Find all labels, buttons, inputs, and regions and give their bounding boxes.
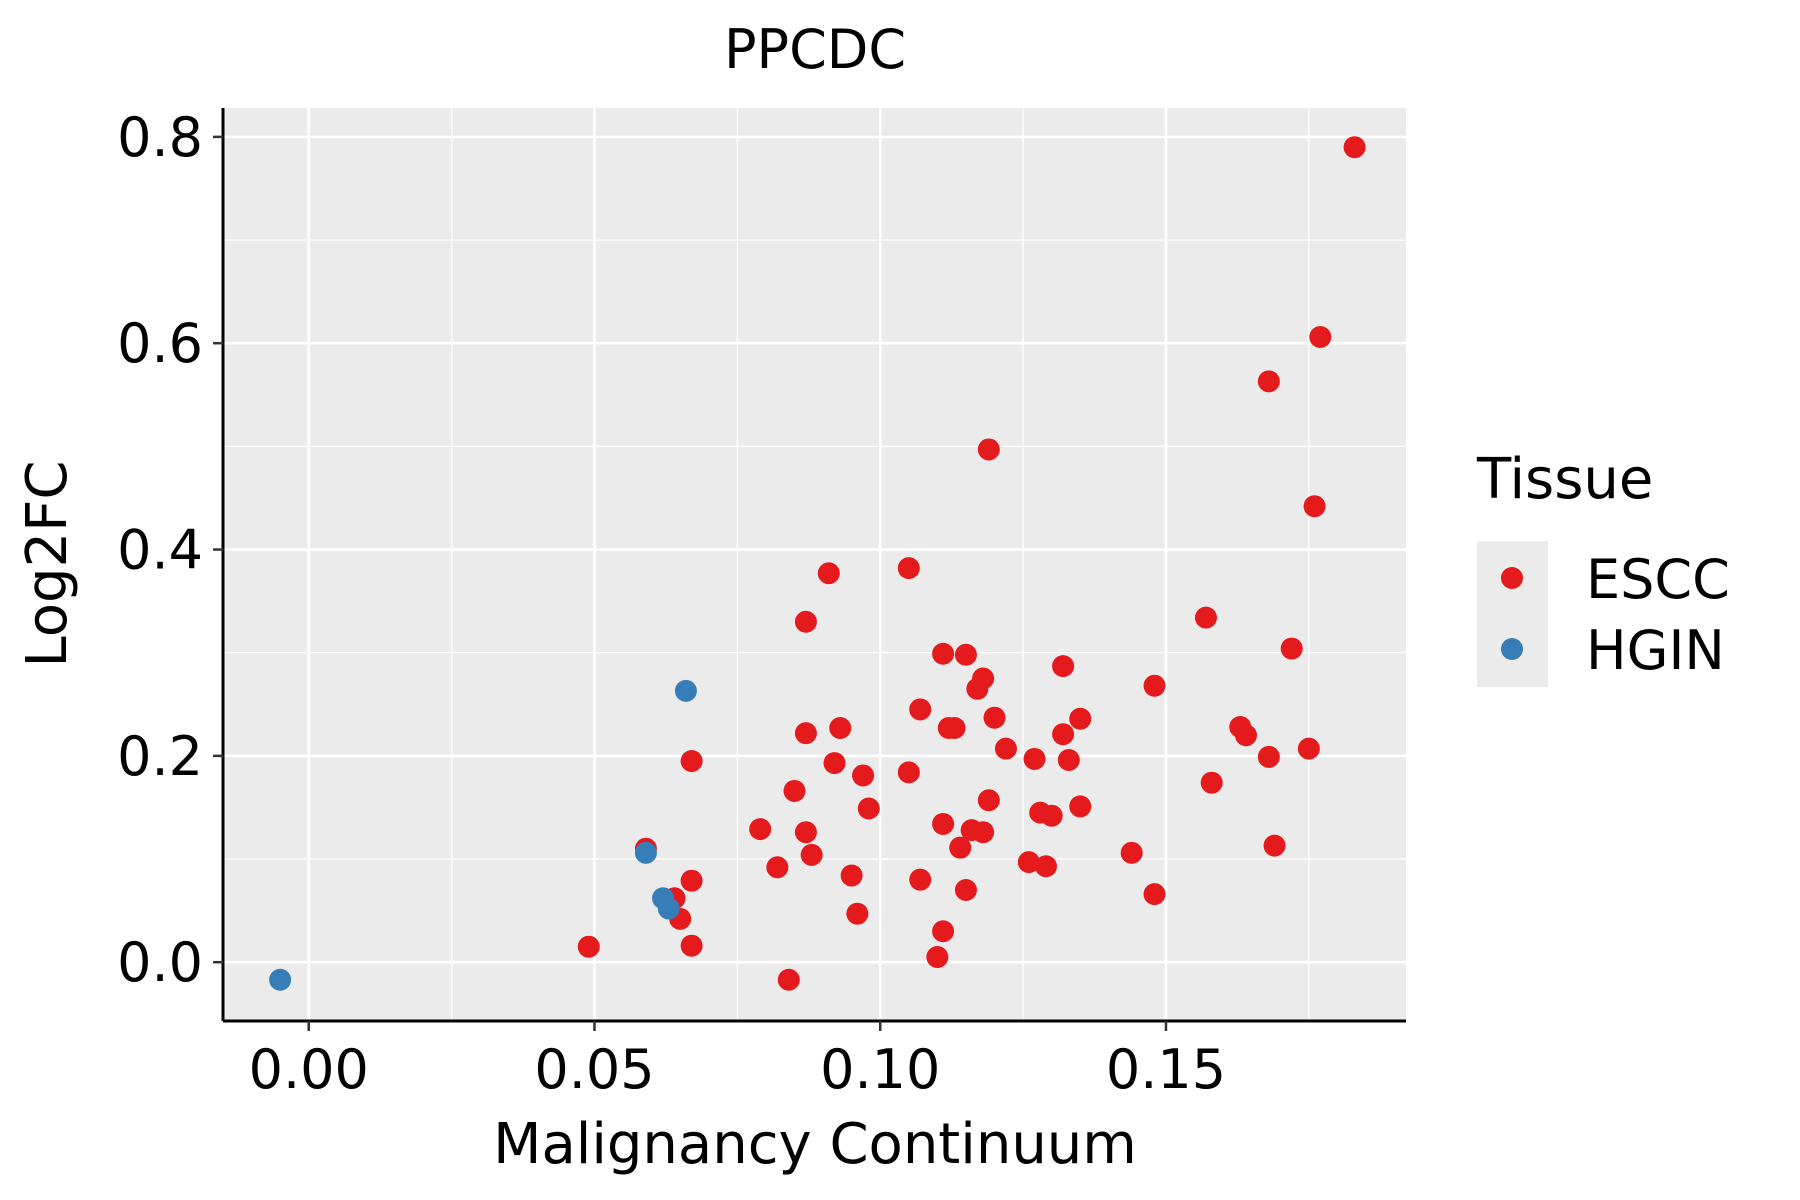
hgin-point — [634, 841, 657, 864]
y-tick-label: 0.6 — [117, 312, 203, 375]
x-axis-title: Malignancy Continuum — [493, 1112, 1137, 1177]
escc-point — [1120, 841, 1143, 864]
escc-point — [829, 717, 852, 740]
x-tick-label: 0.00 — [249, 1038, 369, 1101]
escc-point — [1057, 748, 1080, 771]
escc-point — [1023, 747, 1046, 770]
escc-point — [857, 797, 880, 820]
escc-point — [794, 821, 817, 844]
escc-point — [1052, 655, 1075, 678]
escc-point — [1309, 326, 1332, 349]
escc-point — [1143, 883, 1166, 906]
escc-point — [794, 722, 817, 745]
escc-point — [1303, 495, 1326, 518]
escc-point — [954, 878, 977, 901]
escc-point — [680, 869, 703, 892]
hgin-point — [657, 897, 680, 920]
escc-point — [994, 737, 1017, 760]
legend-label-hgin: HGIN — [1586, 619, 1725, 682]
escc-point — [1017, 851, 1040, 874]
escc-point — [897, 761, 920, 784]
escc-point — [954, 643, 977, 666]
escc-point — [983, 706, 1006, 729]
escc-point — [823, 752, 846, 775]
y-axis-title: Log2FC — [15, 461, 80, 668]
escc-point — [1257, 370, 1280, 393]
escc-point — [749, 818, 772, 841]
escc-point — [977, 789, 1000, 812]
x-tick-label: 0.15 — [1106, 1038, 1226, 1101]
y-tick-label: 0.2 — [117, 725, 203, 788]
escc-point — [897, 557, 920, 580]
x-axis-ticks: 0.00 0.05 0.10 0.15 — [249, 1021, 1226, 1101]
legend-items: ESCC HGIN — [1501, 548, 1730, 682]
escc-point — [943, 717, 966, 740]
escc-point — [680, 750, 703, 773]
y-tick-label: 0.8 — [117, 106, 203, 169]
hgin-point — [674, 679, 697, 702]
x-tick-label: 0.05 — [534, 1038, 654, 1101]
escc-point — [1257, 745, 1280, 768]
escc-point — [852, 764, 875, 787]
legend-swatch-escc — [1501, 567, 1523, 589]
escc-point — [577, 935, 600, 958]
escc-point — [817, 562, 840, 585]
escc-point — [1052, 723, 1075, 746]
escc-point — [932, 812, 955, 835]
escc-point — [800, 843, 823, 866]
escc-point — [932, 920, 955, 943]
y-tick-label: 0.4 — [117, 519, 203, 582]
escc-point — [1280, 637, 1303, 660]
escc-point — [680, 934, 703, 957]
grid-major — [223, 108, 1406, 1021]
escc-point — [766, 856, 789, 879]
escc-point — [1040, 804, 1063, 827]
escc-point — [794, 610, 817, 633]
escc-point — [932, 642, 955, 665]
escc-point — [1200, 771, 1223, 794]
escc-point — [846, 902, 869, 925]
escc-point — [1194, 606, 1217, 629]
escc-point — [1069, 707, 1092, 730]
legend-label-escc: ESCC — [1586, 548, 1730, 611]
escc-point — [909, 868, 932, 891]
x-tick-label: 0.10 — [820, 1038, 940, 1101]
escc-point — [1234, 724, 1257, 747]
escc-point — [972, 821, 995, 844]
escc-point — [840, 864, 863, 887]
escc-point — [783, 779, 806, 802]
escc-point — [909, 698, 932, 721]
escc-point — [977, 438, 1000, 461]
y-axis-ticks: 0.0 0.2 0.4 0.6 0.8 — [117, 106, 223, 994]
hgin-point — [269, 968, 292, 991]
legend-swatch-hgin — [1501, 638, 1523, 660]
escc-point — [1343, 136, 1366, 159]
legend: Tissue ESCC HGIN — [1476, 447, 1730, 687]
plot-panel — [223, 108, 1406, 1021]
escc-point — [1143, 674, 1166, 697]
escc-point — [777, 968, 800, 991]
escc-point — [1069, 795, 1092, 818]
data-points — [269, 136, 1366, 991]
escc-point — [926, 946, 949, 969]
escc-point — [1034, 855, 1057, 878]
escc-point — [972, 667, 995, 690]
y-tick-label: 0.0 — [117, 931, 203, 994]
legend-title: Tissue — [1476, 447, 1653, 512]
legend-key-background — [1477, 541, 1548, 687]
escc-point — [1297, 737, 1320, 760]
escc-point — [949, 836, 972, 859]
chart-title: PPCDC — [724, 18, 906, 81]
escc-point — [1263, 834, 1286, 857]
